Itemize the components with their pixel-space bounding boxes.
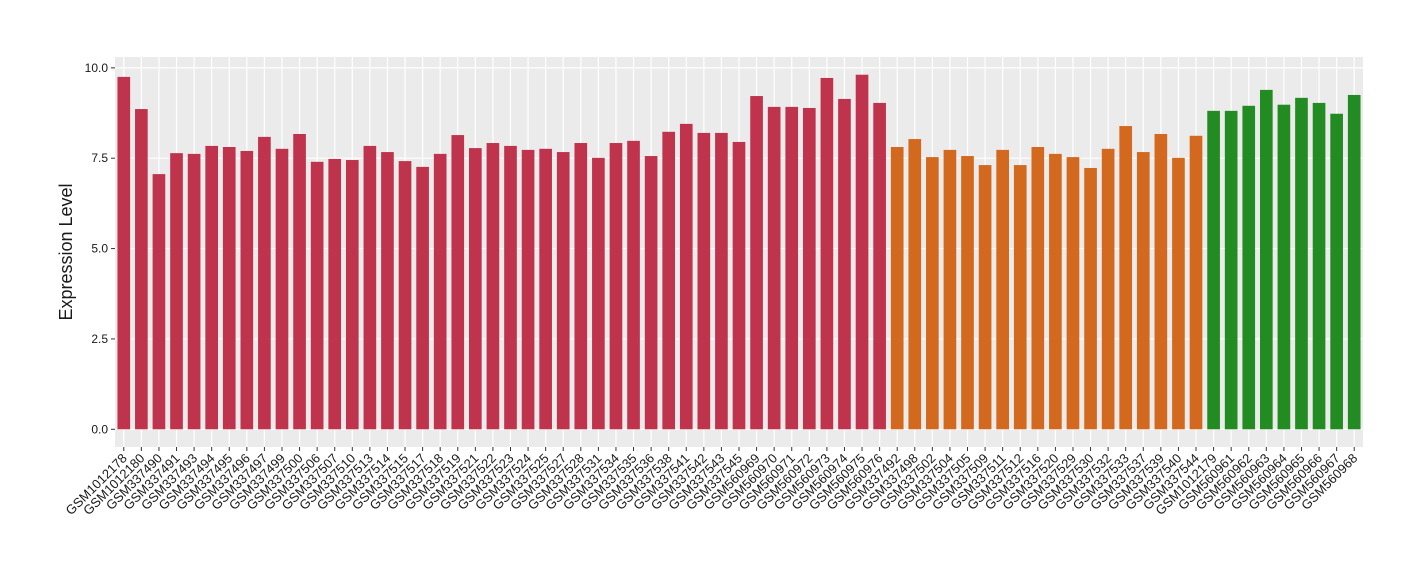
bar <box>785 106 799 430</box>
bar <box>890 147 904 430</box>
bar <box>469 148 482 430</box>
bar <box>767 106 781 430</box>
bar <box>1295 97 1308 430</box>
bar <box>1312 102 1326 430</box>
bar <box>715 132 728 430</box>
bar <box>556 152 570 430</box>
y-tick-label: 2.5 <box>91 332 108 346</box>
bar <box>1136 152 1150 430</box>
bar <box>152 174 166 430</box>
bar <box>750 96 763 430</box>
bar <box>1242 105 1256 430</box>
bar <box>1330 113 1343 430</box>
bar <box>1101 148 1115 430</box>
bar <box>222 147 236 430</box>
bar <box>908 139 922 430</box>
bar <box>609 143 623 430</box>
bar <box>539 148 552 430</box>
bar <box>662 131 676 430</box>
y-tick-label: 7.5 <box>91 151 108 165</box>
y-tick-label: 10.0 <box>85 61 109 75</box>
bar <box>961 156 974 430</box>
bar <box>926 157 939 430</box>
bar <box>627 140 640 430</box>
bar <box>310 161 324 430</box>
bar <box>697 132 711 430</box>
bar <box>1066 157 1080 430</box>
bar <box>1084 167 1097 430</box>
bar <box>1049 153 1062 430</box>
bar <box>978 165 992 430</box>
bar <box>1259 89 1273 430</box>
bar <box>381 152 394 430</box>
bar <box>592 157 605 430</box>
bar <box>802 107 816 430</box>
bar <box>838 98 851 430</box>
bar <box>1277 104 1291 430</box>
bar <box>328 158 342 430</box>
bar <box>1031 147 1045 430</box>
bar <box>1154 133 1168 430</box>
bar <box>293 133 306 430</box>
bar <box>873 102 886 430</box>
bar <box>398 161 412 430</box>
bar <box>504 145 517 430</box>
bar <box>1224 110 1238 430</box>
bar <box>486 143 500 430</box>
bar <box>416 166 429 430</box>
bar <box>258 136 271 430</box>
bar <box>433 153 447 430</box>
bar <box>135 109 148 430</box>
bar <box>451 135 465 430</box>
bar <box>1189 135 1203 430</box>
bar <box>732 141 746 430</box>
bar <box>679 123 693 430</box>
bar <box>644 156 658 430</box>
bar <box>996 149 1009 430</box>
bar <box>521 149 535 430</box>
bar <box>117 76 131 430</box>
bar <box>1172 157 1185 430</box>
bar <box>820 77 834 430</box>
bar <box>943 149 957 430</box>
y-tick-label: 5.0 <box>91 242 108 256</box>
y-tick-label: 0.0 <box>91 422 108 436</box>
bar <box>855 74 869 430</box>
bar <box>187 153 201 430</box>
bar <box>240 150 254 430</box>
bar <box>1013 165 1027 430</box>
bar <box>170 153 183 430</box>
y-axis-title: Expression Level <box>56 183 76 320</box>
bar <box>345 160 359 430</box>
bar <box>205 145 219 430</box>
bar <box>574 143 588 430</box>
bar <box>275 148 289 430</box>
bar <box>363 145 377 430</box>
bar <box>1207 110 1220 430</box>
bar <box>1347 94 1361 430</box>
bar <box>1119 126 1133 430</box>
